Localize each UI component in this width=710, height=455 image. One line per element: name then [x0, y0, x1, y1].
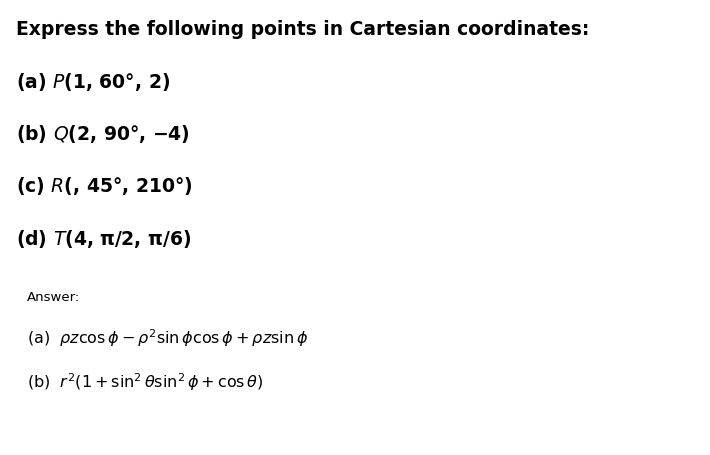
Text: Answer:: Answer:: [27, 291, 80, 304]
Text: (a)  $\rho z \cos \phi - \rho^2 \sin \phi \cos \phi + \rho z \sin \phi$: (a) $\rho z \cos \phi - \rho^2 \sin \phi…: [27, 328, 308, 349]
Text: (d) $T$(4, π/2, π/6): (d) $T$(4, π/2, π/6): [16, 228, 191, 249]
Text: Express the following points in Cartesian coordinates:: Express the following points in Cartesia…: [16, 20, 589, 40]
Text: (b)  $r^2(1 + \sin^2 \theta \sin^2 \phi + \cos \theta)$: (b) $r^2(1 + \sin^2 \theta \sin^2 \phi +…: [27, 371, 263, 393]
Text: (a) $P$(1, 60°, 2): (a) $P$(1, 60°, 2): [16, 71, 170, 92]
Text: (c) $R$(, 45°, 210°): (c) $R$(, 45°, 210°): [16, 175, 192, 197]
Text: (b) $Q$(2, 90°, −4): (b) $Q$(2, 90°, −4): [16, 123, 190, 145]
